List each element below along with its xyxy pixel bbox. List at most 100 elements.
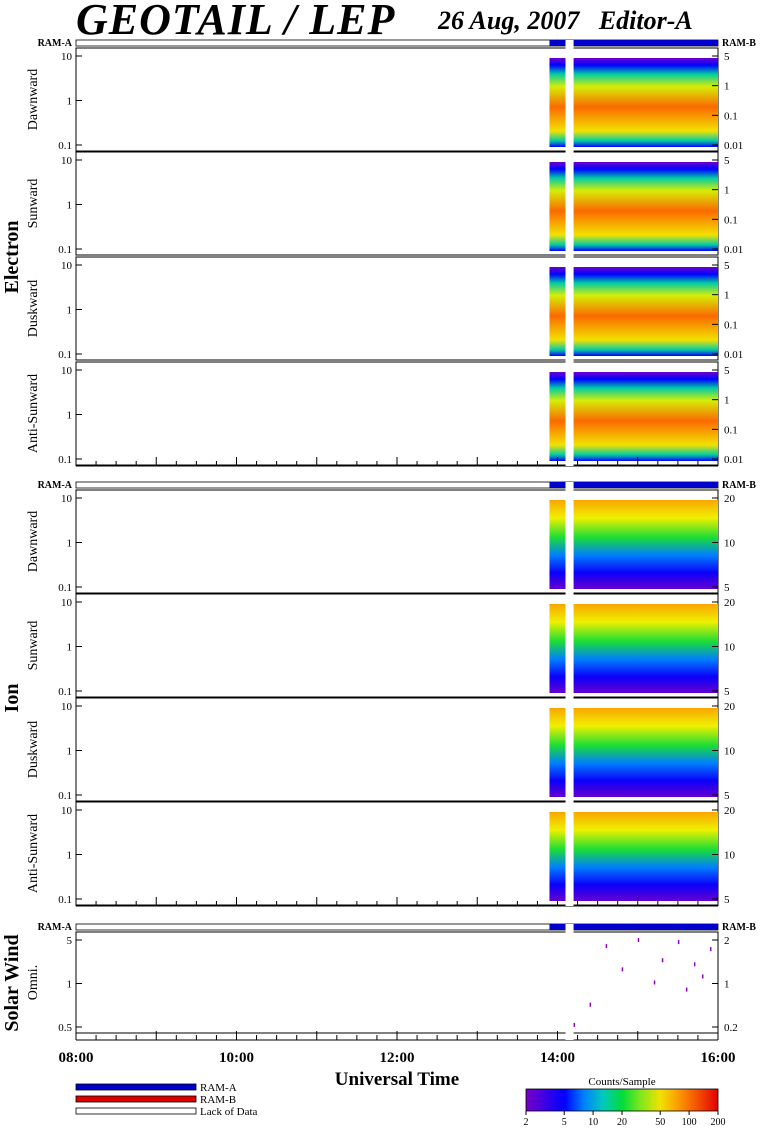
x-tick-label: 12:00 — [380, 1050, 415, 1066]
y-tick-label-right: 1 — [724, 979, 730, 991]
x-tick-label: 08:00 — [59, 1050, 94, 1066]
y-tick-label-right: 5 — [724, 155, 730, 167]
y-tick-label-right: 0.01 — [724, 244, 743, 256]
y-tick-label-left: 10 — [61, 805, 73, 817]
y-tick-label-right: 10 — [724, 746, 736, 758]
y-tick-label-right: 1 — [724, 290, 730, 302]
y-tick-label-right: 0.01 — [724, 454, 743, 466]
y-tick-label-left: 1 — [67, 410, 73, 422]
y-tick-label-right: 2 — [724, 935, 730, 947]
y-tick-label-left: 0.1 — [58, 686, 72, 698]
y-tick-label-right: 10 — [724, 850, 736, 862]
y-tick-label-right: 20 — [724, 493, 736, 505]
legend-label: RAM-A — [200, 1082, 237, 1094]
solar-wind-data-point — [653, 980, 656, 985]
x-tick-label: 14:00 — [540, 1050, 575, 1066]
y-tick-label-left: 0.1 — [58, 244, 72, 256]
solar-wind-data-point — [701, 974, 704, 979]
colorbar-tick-label: 100 — [682, 1117, 697, 1128]
mode-bar-ram-a-segment — [549, 40, 566, 46]
solar-wind-data-point — [661, 958, 664, 963]
y-tick-label-left: 10 — [61, 493, 73, 505]
y-tick-label-left: 0.1 — [58, 349, 72, 361]
y-tick-label-right: 5 — [724, 260, 730, 272]
group-label: Ion — [1, 684, 23, 713]
y-tick-label-left: 1 — [67, 305, 73, 317]
solar-wind-data-point — [693, 962, 696, 967]
colorbar-tick-label: 200 — [711, 1117, 726, 1128]
y-tick-label-left: 5 — [67, 935, 73, 947]
y-tick-label-right: 0.1 — [724, 319, 738, 331]
y-tick-label-left: 1 — [67, 979, 73, 991]
solar-wind-data-point — [621, 967, 624, 972]
panel-label: Duskward — [26, 280, 41, 338]
y-tick-label-right: 20 — [724, 805, 736, 817]
y-tick-label-left: 10 — [61, 155, 73, 167]
y-tick-label-left: 1 — [67, 642, 73, 654]
spectrogram-fill — [573, 500, 718, 589]
x-tick-label: 10:00 — [219, 1050, 254, 1066]
y-tick-label-right: 5 — [724, 582, 730, 594]
panel-label: Sunward — [26, 179, 41, 229]
colorbar-tick-label: 10 — [588, 1117, 598, 1128]
y-tick-label-right: 10 — [724, 642, 736, 654]
y-tick-label-right: 0.1 — [724, 424, 738, 436]
mode-bar-right-label: RAM-B — [722, 922, 756, 933]
y-tick-label-left: 0.1 — [58, 140, 72, 152]
y-tick-label-right: 10 — [724, 538, 736, 550]
legend-label: Lack of Data — [200, 1106, 258, 1118]
colorbar — [525, 1088, 719, 1112]
chart-title: GEOTAIL / LEP — [76, 0, 396, 44]
spectrogram-fill — [549, 708, 566, 797]
colorbar-tick-label: 50 — [655, 1117, 665, 1128]
x-tick-label: 16:00 — [701, 1050, 736, 1066]
data-gap-stripe — [565, 924, 574, 1040]
y-tick-label-left: 10 — [61, 51, 73, 63]
panel-frame — [75, 931, 719, 1034]
colorbar-tick-label: 5 — [562, 1117, 567, 1128]
colorbar-tick-label: 2 — [524, 1117, 529, 1128]
x-axis-label: Universal Time — [335, 1069, 459, 1090]
spectrogram-fill — [573, 162, 718, 251]
solar-wind-data-point — [637, 938, 640, 943]
y-tick-label-left: 10 — [61, 260, 73, 272]
solar-wind-data-point — [605, 944, 608, 949]
spectrogram-fill — [549, 372, 566, 461]
mode-bar-right-label: RAM-B — [722, 38, 756, 49]
solar-wind-data-point — [685, 987, 688, 992]
panel-label: Dawnward — [26, 69, 41, 130]
y-tick-label-right: 1 — [724, 185, 730, 197]
y-tick-label-right: 1 — [724, 81, 730, 93]
y-tick-label-left: 0.1 — [58, 454, 72, 466]
panel-label: Anti-Sunward — [26, 814, 41, 893]
y-tick-label-right: 5 — [724, 51, 730, 63]
colorbar-tick-label: 20 — [617, 1117, 627, 1128]
mode-bar-left-label: RAM-A — [38, 922, 73, 933]
y-tick-label-left: 1 — [67, 538, 73, 550]
y-tick-label-left: 0.5 — [58, 1022, 72, 1034]
spectrogram-fill — [549, 267, 566, 356]
mode-bar-left-label: RAM-A — [38, 480, 73, 491]
spectrogram-fill — [573, 604, 718, 693]
panel-label: Omni. — [26, 965, 41, 1000]
mode-bar-ram-a-segment — [573, 482, 718, 488]
mode-bar-ram-a-segment — [549, 482, 566, 488]
solar-wind-data-point — [589, 1002, 592, 1007]
y-tick-label-right: 5 — [724, 894, 730, 906]
y-tick-label-left: 1 — [67, 850, 73, 862]
panel-label: Duskward — [26, 721, 41, 779]
y-tick-label-right: 5 — [724, 686, 730, 698]
y-tick-label-left: 0.1 — [58, 582, 72, 594]
legend-swatch — [75, 1095, 197, 1103]
y-tick-label-left: 0.1 — [58, 894, 72, 906]
editor-label: Editor-A — [598, 6, 693, 35]
solar-wind-data-point — [709, 947, 712, 952]
y-tick-label-right: 0.1 — [724, 214, 738, 226]
spectrogram-fill — [549, 58, 566, 147]
y-tick-label-right: 5 — [724, 365, 730, 377]
y-tick-label-left: 10 — [61, 597, 73, 609]
y-tick-label-right: 20 — [724, 701, 736, 713]
spectrogram-fill — [573, 58, 718, 147]
colorbar-label: Counts/Sample — [588, 1076, 655, 1088]
